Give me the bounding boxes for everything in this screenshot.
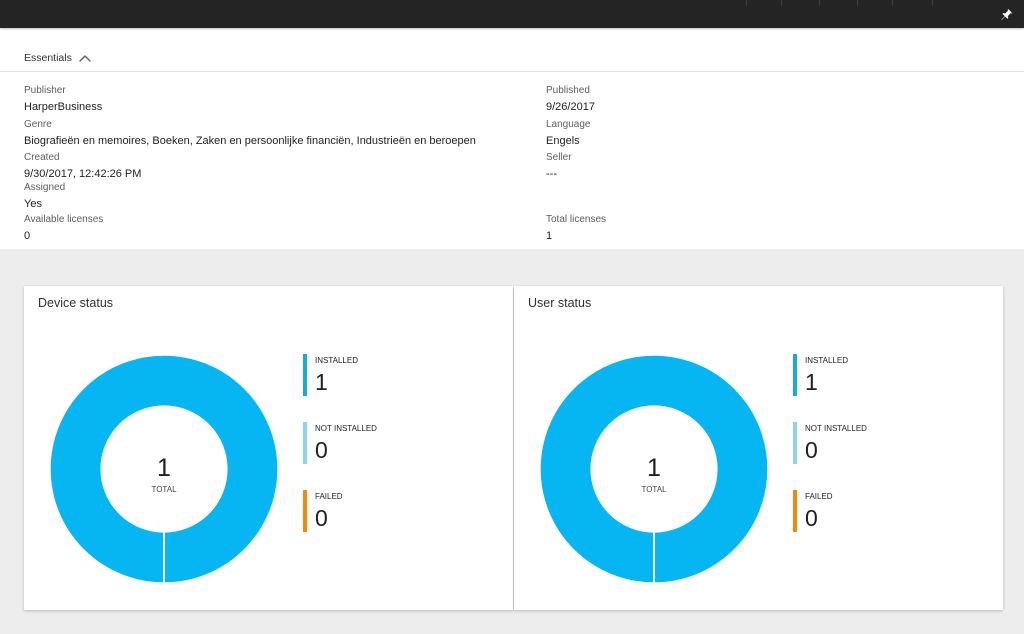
svg-text:1: 1	[157, 454, 171, 482]
svg-text:TOTAL: TOTAL	[151, 485, 177, 494]
svg-text:TOTAL: TOTAL	[641, 485, 667, 494]
svg-text:1: 1	[647, 454, 661, 482]
